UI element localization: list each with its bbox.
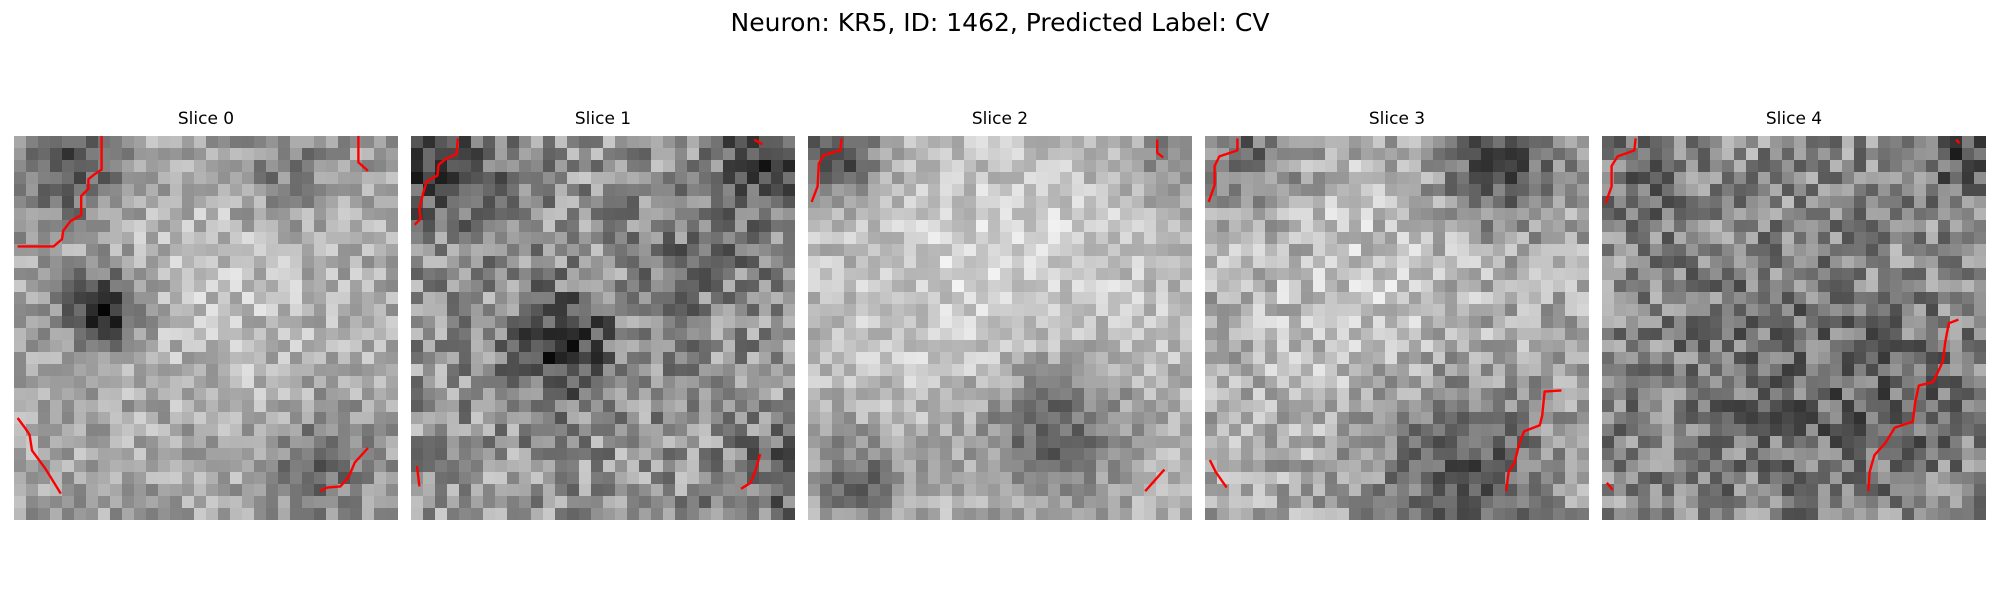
contour-line (753, 138, 764, 146)
slice-image-2 (808, 136, 1192, 520)
slice-panel-2: Slice 2 (808, 108, 1192, 520)
contour-line (740, 453, 762, 490)
contour-line (319, 447, 369, 493)
slice-image-1 (411, 136, 795, 520)
contour-line (17, 136, 103, 248)
slice-image-4 (1602, 136, 1986, 520)
contour-line (1605, 482, 1614, 491)
slice-title: Slice 0 (177, 109, 235, 129)
pixel-grid (14, 136, 398, 520)
contour-line (1955, 138, 1961, 145)
slice-image-3 (1205, 136, 1589, 520)
contour-line (413, 138, 459, 226)
contour-line (1144, 468, 1166, 492)
slice-title: Slice 1 (574, 109, 632, 129)
contour-line (810, 138, 843, 203)
slice-title: Slice 3 (1368, 109, 1426, 129)
slice-panel-3: Slice 3 (1205, 108, 1589, 520)
slice-panel-0: Slice 0 (14, 108, 398, 520)
contour-line (1156, 139, 1164, 159)
slice-title: Slice 2 (971, 109, 1029, 129)
contour-line (1207, 138, 1239, 203)
figure-title: Neuron: KR5, ID: 1462, Predicted Label: … (730, 8, 1270, 37)
slice-title: Slice 4 (1765, 109, 1823, 129)
contour-line (415, 465, 421, 487)
contour-line (1867, 318, 1959, 492)
contour-line (1208, 459, 1228, 489)
slice-image-0 (14, 136, 398, 520)
slice-panel-1: Slice 1 (411, 108, 795, 520)
pixel-grid (411, 136, 795, 520)
slice-panel-4: Slice 4 (1602, 108, 1986, 520)
contour-line (357, 136, 369, 172)
pixel-grid (1602, 136, 1986, 520)
contour-line (1505, 389, 1562, 492)
contour-line (1604, 138, 1637, 204)
pixel-grid (1205, 136, 1589, 520)
contour-line (16, 417, 62, 495)
pixel-grid (808, 136, 1192, 520)
